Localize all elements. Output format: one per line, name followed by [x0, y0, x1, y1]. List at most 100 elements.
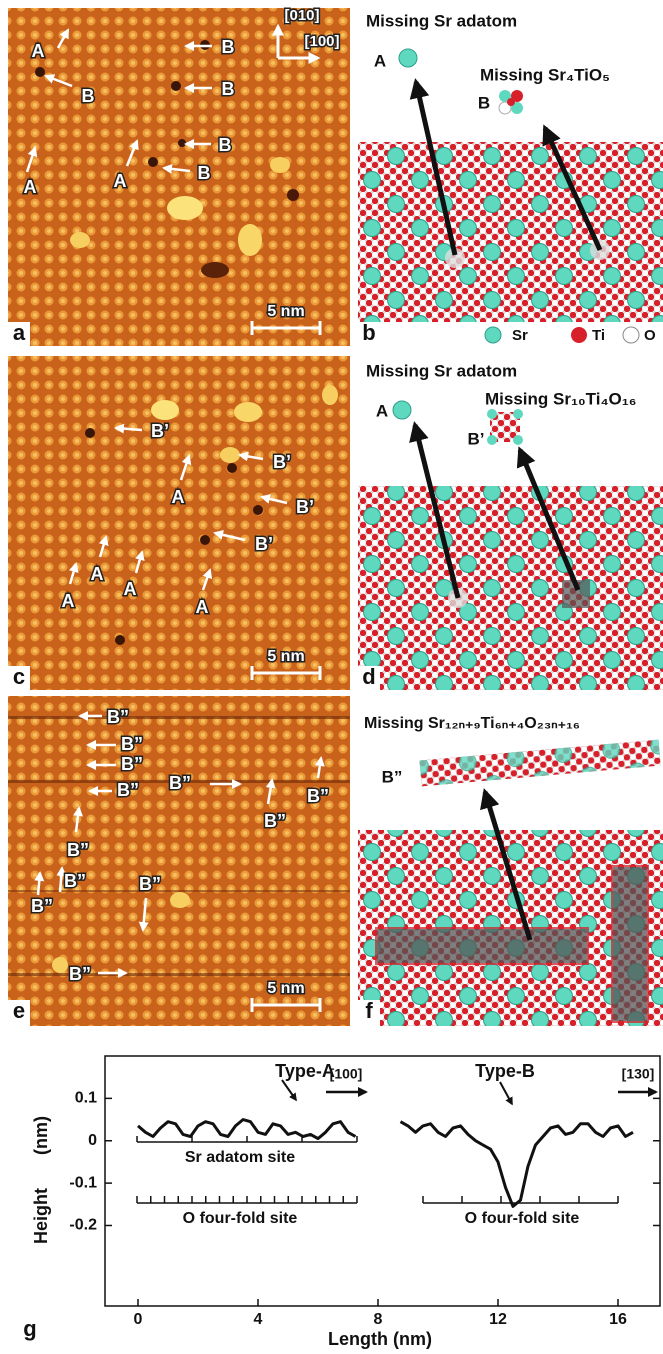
- defect-marker: B”: [69, 964, 91, 984]
- profile-line: [401, 1122, 634, 1207]
- shape: [167, 196, 203, 220]
- x-tick-label: 8: [374, 1311, 383, 1328]
- shape: [358, 142, 663, 322]
- defect-marker: B: [222, 79, 235, 99]
- shape: [507, 98, 515, 106]
- cluster-label: Missing Sr₁₂ₙ₊₉Ti₆ₙ₊₄O₂₃ₙ₊₁₆: [364, 715, 580, 732]
- profile-line: [138, 1120, 356, 1139]
- shape: [253, 505, 263, 515]
- defect-marker: B: [219, 135, 232, 155]
- direction-label: [100]: [330, 1066, 363, 1082]
- shape: [487, 409, 497, 419]
- series-annotation: Type-A: [275, 1061, 335, 1081]
- scale-bar-label: 5 nm: [267, 648, 304, 665]
- shape: [115, 635, 125, 645]
- shape: [201, 262, 229, 278]
- y-tick-label: -0.2: [69, 1217, 97, 1234]
- shape: [200, 535, 210, 545]
- shape: [170, 892, 190, 908]
- direction-label: [100]: [304, 33, 339, 50]
- shape: [234, 402, 262, 422]
- chain: [419, 740, 660, 787]
- defect-marker: B: [82, 86, 95, 106]
- defect-marker: B”: [264, 811, 286, 831]
- stm-image-c: [8, 356, 350, 690]
- defect-marker: B”: [64, 871, 86, 891]
- annotation-arrow: [500, 1082, 512, 1104]
- figure: [010] [100] 5 nm 5 nm 5 nm a b c d e f g…: [0, 0, 663, 1354]
- shape: [612, 866, 648, 1022]
- defect-marker: B’: [151, 421, 169, 441]
- site-rulers: [137, 1136, 618, 1203]
- shape: [322, 385, 338, 405]
- shape: [85, 428, 95, 438]
- shape: [8, 356, 350, 690]
- model-marker: B”: [382, 767, 403, 786]
- defect-marker: A: [62, 591, 75, 611]
- shape: [171, 81, 181, 91]
- model-marker: B’: [468, 429, 485, 448]
- defect-marker: B: [222, 37, 235, 57]
- shape: [571, 327, 587, 343]
- legend-label: Ti: [592, 327, 605, 344]
- defect-marker: A: [124, 579, 137, 599]
- shape: [487, 435, 497, 445]
- defect-marker: B’: [273, 452, 291, 472]
- site-label: O four-fold site: [465, 1210, 580, 1227]
- x-tick-label: 0: [134, 1311, 143, 1328]
- model-f: [358, 740, 663, 1026]
- shape: [270, 157, 290, 173]
- cluster-label: Missing Sr₁₀Ti₄O₁₆: [485, 389, 637, 408]
- shape: [151, 400, 179, 420]
- y-tick-label: -0.1: [69, 1174, 97, 1191]
- cluster-label: Missing Sr₄TiO₅: [480, 65, 610, 84]
- y-axis-label: Height (nm): [31, 1116, 51, 1244]
- shape: [485, 327, 501, 343]
- shape: [358, 486, 663, 690]
- shape: [148, 157, 158, 167]
- site-label: O four-fold site: [183, 1210, 298, 1227]
- defect-marker: A: [24, 177, 37, 197]
- model-marker: A: [374, 51, 386, 70]
- legend-label: Sr: [512, 327, 528, 344]
- model-title: Missing Sr adatom: [366, 11, 517, 30]
- shape: [513, 435, 523, 445]
- x-axis-label: Length (nm): [328, 1329, 432, 1349]
- model-b: [358, 49, 663, 346]
- defect-marker: A: [172, 487, 185, 507]
- scale-bar-label: 5 nm: [267, 980, 304, 997]
- defect-marker: B”: [121, 734, 143, 754]
- model-d: [358, 401, 663, 690]
- panel-label: g: [23, 1316, 36, 1341]
- shape: [393, 401, 411, 419]
- cluster: [499, 90, 523, 114]
- series-annotation: Type-B: [475, 1061, 535, 1081]
- model-marker: B: [478, 93, 490, 112]
- cluster: [487, 409, 523, 445]
- shape: [238, 224, 262, 256]
- defect-marker: B”: [121, 754, 143, 774]
- defect-marker: B’: [296, 497, 314, 517]
- panel-label: b: [362, 320, 375, 345]
- panel-label: c: [13, 664, 25, 689]
- model-marker: A: [376, 401, 388, 420]
- scale-bar-label: 5 nm: [267, 303, 304, 320]
- shape: [399, 49, 417, 67]
- shape: [287, 189, 299, 201]
- defect-marker: A: [114, 171, 127, 191]
- shape: [227, 463, 237, 473]
- shape: [419, 740, 660, 787]
- shape: [8, 973, 350, 976]
- panel-label: a: [13, 320, 26, 345]
- x-tick-label: 12: [489, 1311, 507, 1328]
- y-tick-label: 0: [88, 1132, 97, 1149]
- shape: [70, 232, 90, 248]
- legend-label: O: [644, 327, 656, 344]
- shape: [35, 67, 45, 77]
- shape: [220, 447, 240, 463]
- plot-frame: [105, 1056, 660, 1306]
- shape: [52, 957, 68, 973]
- panel-label: f: [365, 998, 373, 1023]
- defect-marker: B’: [255, 534, 273, 554]
- shape: [513, 409, 523, 419]
